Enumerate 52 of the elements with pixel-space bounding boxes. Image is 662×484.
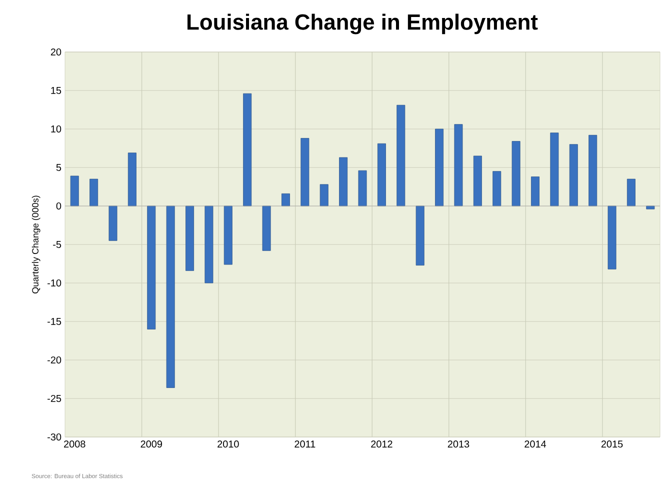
bar (626, 178, 636, 206)
bar (646, 206, 655, 210)
x-tick-label: 2009 (140, 440, 162, 448)
y-axis-title: Quarterly Change (000s) (32, 196, 40, 294)
bar (90, 178, 98, 206)
x-tick-label: 2015 (601, 440, 623, 448)
bar (550, 132, 559, 206)
y-tick-label: 5 (56, 164, 62, 171)
bar (300, 138, 310, 206)
x-tick-label: 2010 (218, 440, 239, 448)
bar (512, 141, 520, 206)
x-tick-label: 2014 (524, 440, 546, 448)
bar (358, 170, 367, 206)
y-tick-label: -20 (48, 356, 62, 364)
y-tick-label: -25 (48, 394, 62, 402)
y-tick-label: 20 (50, 48, 62, 56)
bar (492, 171, 502, 206)
bar (128, 152, 136, 206)
y-tick-label: 0 (56, 202, 62, 210)
bar (282, 193, 290, 206)
bar (339, 157, 348, 206)
bar (224, 206, 232, 265)
y-tick-label: -15 (48, 318, 62, 325)
x-tick-label: 2013 (448, 440, 470, 448)
bar (435, 128, 444, 206)
x-tick-label: 2012 (371, 440, 392, 448)
bar (243, 93, 252, 206)
bar (473, 156, 482, 206)
y-tick-label: -5 (53, 241, 62, 248)
bar (588, 134, 598, 206)
bar (416, 206, 424, 266)
bar (147, 206, 156, 330)
bar (166, 206, 175, 388)
y-tick-label: 10 (51, 125, 62, 133)
chart-title: Louisiana Change in Employment (188, 14, 538, 34)
bar (186, 206, 194, 271)
bar (320, 184, 328, 206)
bar (377, 143, 386, 206)
bar (531, 176, 540, 206)
y-tick-label: 15 (51, 87, 62, 94)
bar (608, 206, 616, 270)
bar (108, 206, 118, 241)
bar (262, 206, 271, 251)
x-tick-label: 2011 (294, 440, 316, 448)
bar (70, 176, 79, 206)
bar (204, 206, 214, 284)
y-tick-label: -10 (48, 279, 62, 287)
x-tick-label: 2008 (64, 440, 86, 448)
bar (396, 104, 406, 206)
y-tick-label: -30 (48, 433, 62, 441)
bar (569, 144, 578, 206)
bar (454, 124, 463, 206)
